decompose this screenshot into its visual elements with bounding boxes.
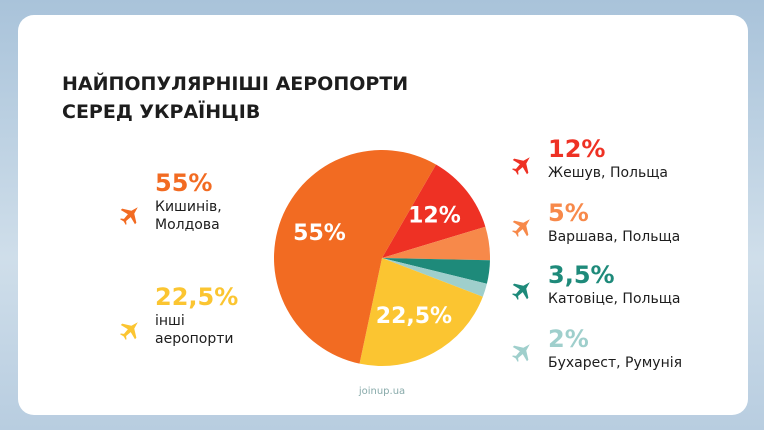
legend-label: Варшава, Польща [548,229,681,245]
plane-icon [120,322,138,340]
legend-value: 5% [548,199,589,227]
legend-value: 12% [548,135,606,163]
legend-value: 55% [155,169,213,197]
legend-label: Катовіце, Польща [548,291,681,307]
pie-slice [359,258,483,366]
plane-icon [512,282,530,300]
pie-slice [382,258,490,284]
plane-icon [512,219,530,237]
legend-label: Жешув, Польща [548,165,668,181]
legend-value: 2% [548,325,589,353]
pie-slice [382,164,486,258]
plane-icon [512,344,530,362]
slice-label: 55% [293,221,346,246]
slice-label: 12% [408,203,461,228]
legend-label: Кишинів, Молдова [155,199,222,233]
slice-label: 22,5% [376,304,452,329]
pie-slice [382,258,487,297]
legend-value: 22,5% [155,283,239,311]
plane-icon [120,207,138,225]
legend-label: інші аеропорти [155,313,234,347]
chart-title: НАЙПОПУЛЯРНІШІ АЕРОПОРТИ СЕРЕД УКРАЇНЦІВ [62,73,409,123]
source: joinup.ua [358,386,406,397]
pie-slice [382,226,490,261]
plane-icon [512,157,530,175]
legend-label: Бухарест, Румунія [548,355,683,371]
legend-value: 3,5% [548,261,615,289]
pie-slice [273,149,436,364]
